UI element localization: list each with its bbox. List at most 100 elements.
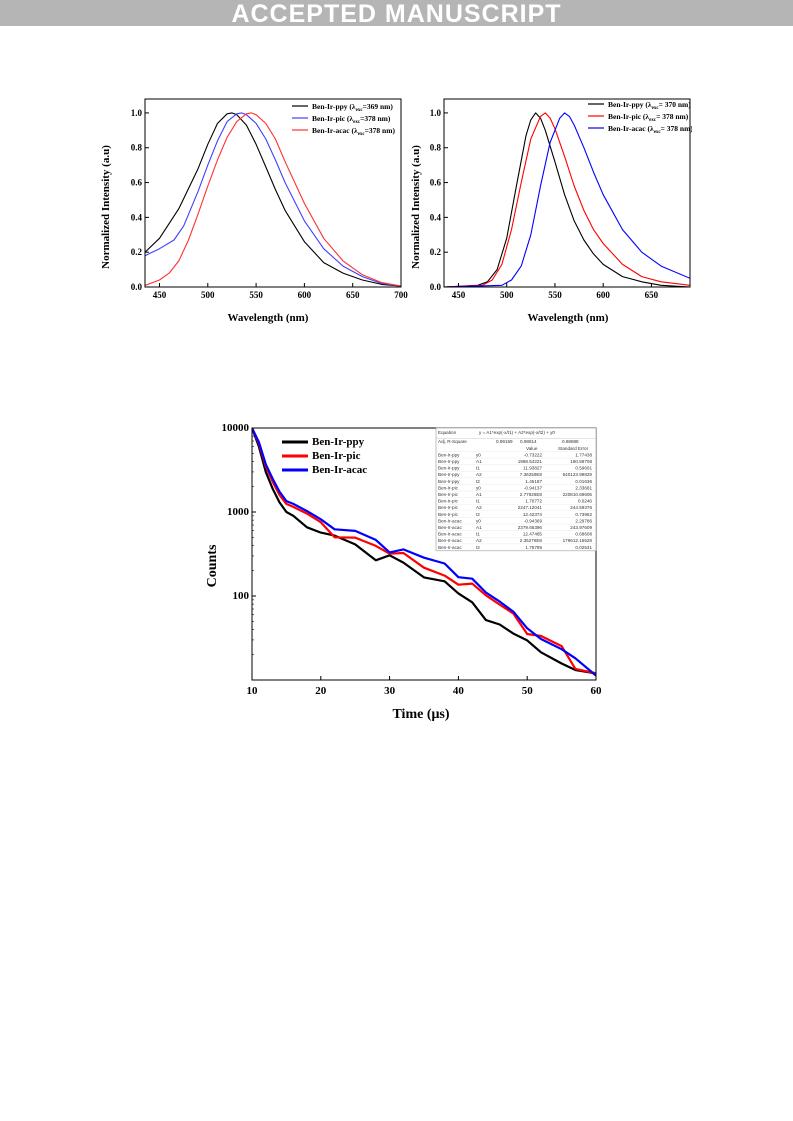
fit-table-cell: Ben-Ir-pic xyxy=(438,512,459,517)
fit-table-cell: 1988.54221 xyxy=(518,459,543,464)
accepted-manuscript-banner: ACCEPTED MANUSCRIPT xyxy=(0,0,793,28)
fit-table-cell: 179612.15529 xyxy=(563,538,593,543)
fit-table-cell: Ben-Ir-ppy xyxy=(438,479,460,484)
x-tick-label: 500 xyxy=(201,290,215,300)
x-axis-label: Time (μs) xyxy=(392,707,449,722)
series-line-ben-ir-acac xyxy=(145,112,401,287)
fit-table-cell: t2 xyxy=(476,479,480,484)
fit-table-cell: 0.98814 xyxy=(520,439,537,444)
fit-table-cell: 244.59376 xyxy=(570,505,592,510)
fit-table-cell: t2 xyxy=(476,512,480,517)
fit-table-cell: 11.93827 xyxy=(523,466,542,471)
fit-table-cell: 12.42374 xyxy=(523,512,543,517)
x-tick-label: 30 xyxy=(384,685,396,697)
fit-table-cell: Ben-Ir-ppy xyxy=(438,466,460,471)
fit-table-cell: Standard Error xyxy=(558,446,589,451)
fit-table-cell: y0 xyxy=(476,518,481,523)
fit-table-cell: 7.36259E8 xyxy=(520,472,543,477)
series-line-ben-ir-ppy xyxy=(145,112,401,287)
series-line-ben-ir-acac xyxy=(252,428,596,677)
fit-table-cell: 2.29786 xyxy=(575,518,592,523)
fit-table-cell: 0.99159 xyxy=(496,439,513,444)
fit-table-cell: 2.35276E8 xyxy=(520,538,543,543)
x-tick-label: 40 xyxy=(453,685,465,697)
y-tick-label: 0.4 xyxy=(430,212,442,222)
fit-table-cell: y0 xyxy=(476,485,481,490)
x-tick-label: 700 xyxy=(394,290,408,300)
fit-table-cell: y = A1*exp(-x/t1) + A2*exp(-x/t2) + y0 xyxy=(479,430,555,435)
y-tick-label: 10000 xyxy=(222,422,250,434)
fit-table-cell: Ben-Ir-acac xyxy=(438,532,462,537)
y-tick-label: 1.0 xyxy=(131,108,143,118)
x-tick-label: 450 xyxy=(452,290,466,300)
x-tick-label: 500 xyxy=(500,290,514,300)
series-line-ben-ir-ppy xyxy=(444,112,690,287)
fit-table-cell: Ben-Ir-pic xyxy=(438,505,459,510)
x-tick-label: 50 xyxy=(522,685,534,697)
y-tick-label: 0.2 xyxy=(131,247,143,257)
y-tick-label: 0.6 xyxy=(430,178,442,188)
y-tick-label: 1.0 xyxy=(430,108,442,118)
x-tick-label: 650 xyxy=(346,290,360,300)
x-tick-label: 450 xyxy=(153,290,167,300)
fit-table-cell: -0.94369 xyxy=(524,518,543,523)
fit-table-cell: 2.77926E8 xyxy=(520,492,543,497)
y-tick-label: 0.2 xyxy=(430,247,442,257)
fit-table-cell: 0.02531 xyxy=(575,545,592,550)
fit-table-cell: 0.98888 xyxy=(562,439,579,444)
y-axis-label: Counts xyxy=(205,544,220,587)
legend-entry: Ben-Ir-ppy (λexc=369 nm) xyxy=(312,102,393,113)
fit-table-cell: A2 xyxy=(476,538,482,543)
series-line-ben-ir-pic xyxy=(252,428,596,675)
fit-table-cell: Value xyxy=(526,446,538,451)
fit-table-cell: 180.59708 xyxy=(570,459,592,464)
fit-table-cell: Ben-Ir-acac xyxy=(438,538,462,543)
y-axis-label: Normalized Intensity (a.u) xyxy=(100,145,112,269)
fit-table-cell: 1.45187 xyxy=(525,479,542,484)
y-tick-label: 0.8 xyxy=(131,143,143,153)
x-axis-label: Wavelength (nm) xyxy=(528,312,609,324)
fit-table-cell: t2 xyxy=(476,545,480,550)
fit-table-cell: 243.97609 xyxy=(570,525,592,530)
x-axis-label: Wavelength (nm) xyxy=(228,312,309,324)
legend-entry: Ben-Ir-pic (λexc= 378 nm) xyxy=(608,112,689,123)
fit-table-cell: t1 xyxy=(476,466,480,471)
fit-table-cell: -0.94137 xyxy=(524,485,543,490)
legend-entry: Ben-Ir-acac xyxy=(312,464,367,476)
fit-table-cell: 1.77438 xyxy=(575,452,592,457)
fit-table-cell: 1.75785 xyxy=(525,545,542,550)
fit-table-cell: A1 xyxy=(476,459,482,464)
fit-table-cell: Equation xyxy=(438,430,457,435)
fit-table-cell: A1 xyxy=(476,492,482,497)
fit-table-cell: Ben-Ir-ppy xyxy=(438,452,460,457)
legend-entry: Ben-Ir-ppy (λexc= 370 nm) xyxy=(608,100,691,111)
y-tick-label: 0.6 xyxy=(131,178,143,188)
fit-table-cell: -0.73222 xyxy=(524,452,543,457)
fit-table-cell: 0.59601 xyxy=(575,466,592,471)
fit-table-cell: t1 xyxy=(476,532,480,537)
series-line-ben-ir-ppy xyxy=(252,428,596,675)
fit-table-cell: 2379.66396 xyxy=(518,525,543,530)
fit-table-cell: Ben-Ir-ppy xyxy=(438,459,460,464)
fit-table-cell: 0.68608 xyxy=(575,532,592,537)
fit-table xyxy=(435,427,597,552)
x-tick-label: 20 xyxy=(315,685,327,697)
y-tick-label: 0.4 xyxy=(131,212,143,222)
fit-table-cell: A2 xyxy=(476,505,482,510)
legend-entry: Ben-Ir-acac (λexc=378 nm) xyxy=(312,126,395,137)
fit-table-cell: 220810.69605 xyxy=(563,492,593,497)
fit-table-cell: 540123.99829 xyxy=(563,472,593,477)
fit-table-cell: A1 xyxy=(476,525,482,530)
legend-entry: Ben-Ir-ppy xyxy=(312,436,365,448)
fit-table-cell: 0.01636 xyxy=(575,479,592,484)
legend-entry: Ben-Ir-pic xyxy=(312,450,361,462)
series-line-ben-ir-pic xyxy=(444,112,690,287)
x-tick-label: 600 xyxy=(298,290,312,300)
fit-table-cell: Ben-Ir-pic xyxy=(438,499,459,504)
fit-table-cell: 0.73962 xyxy=(575,512,592,517)
y-tick-label: 0.0 xyxy=(430,282,442,292)
x-tick-label: 550 xyxy=(249,290,263,300)
fit-table-cell: Ben-Ir-pic xyxy=(438,492,459,497)
x-tick-label: 600 xyxy=(596,290,610,300)
